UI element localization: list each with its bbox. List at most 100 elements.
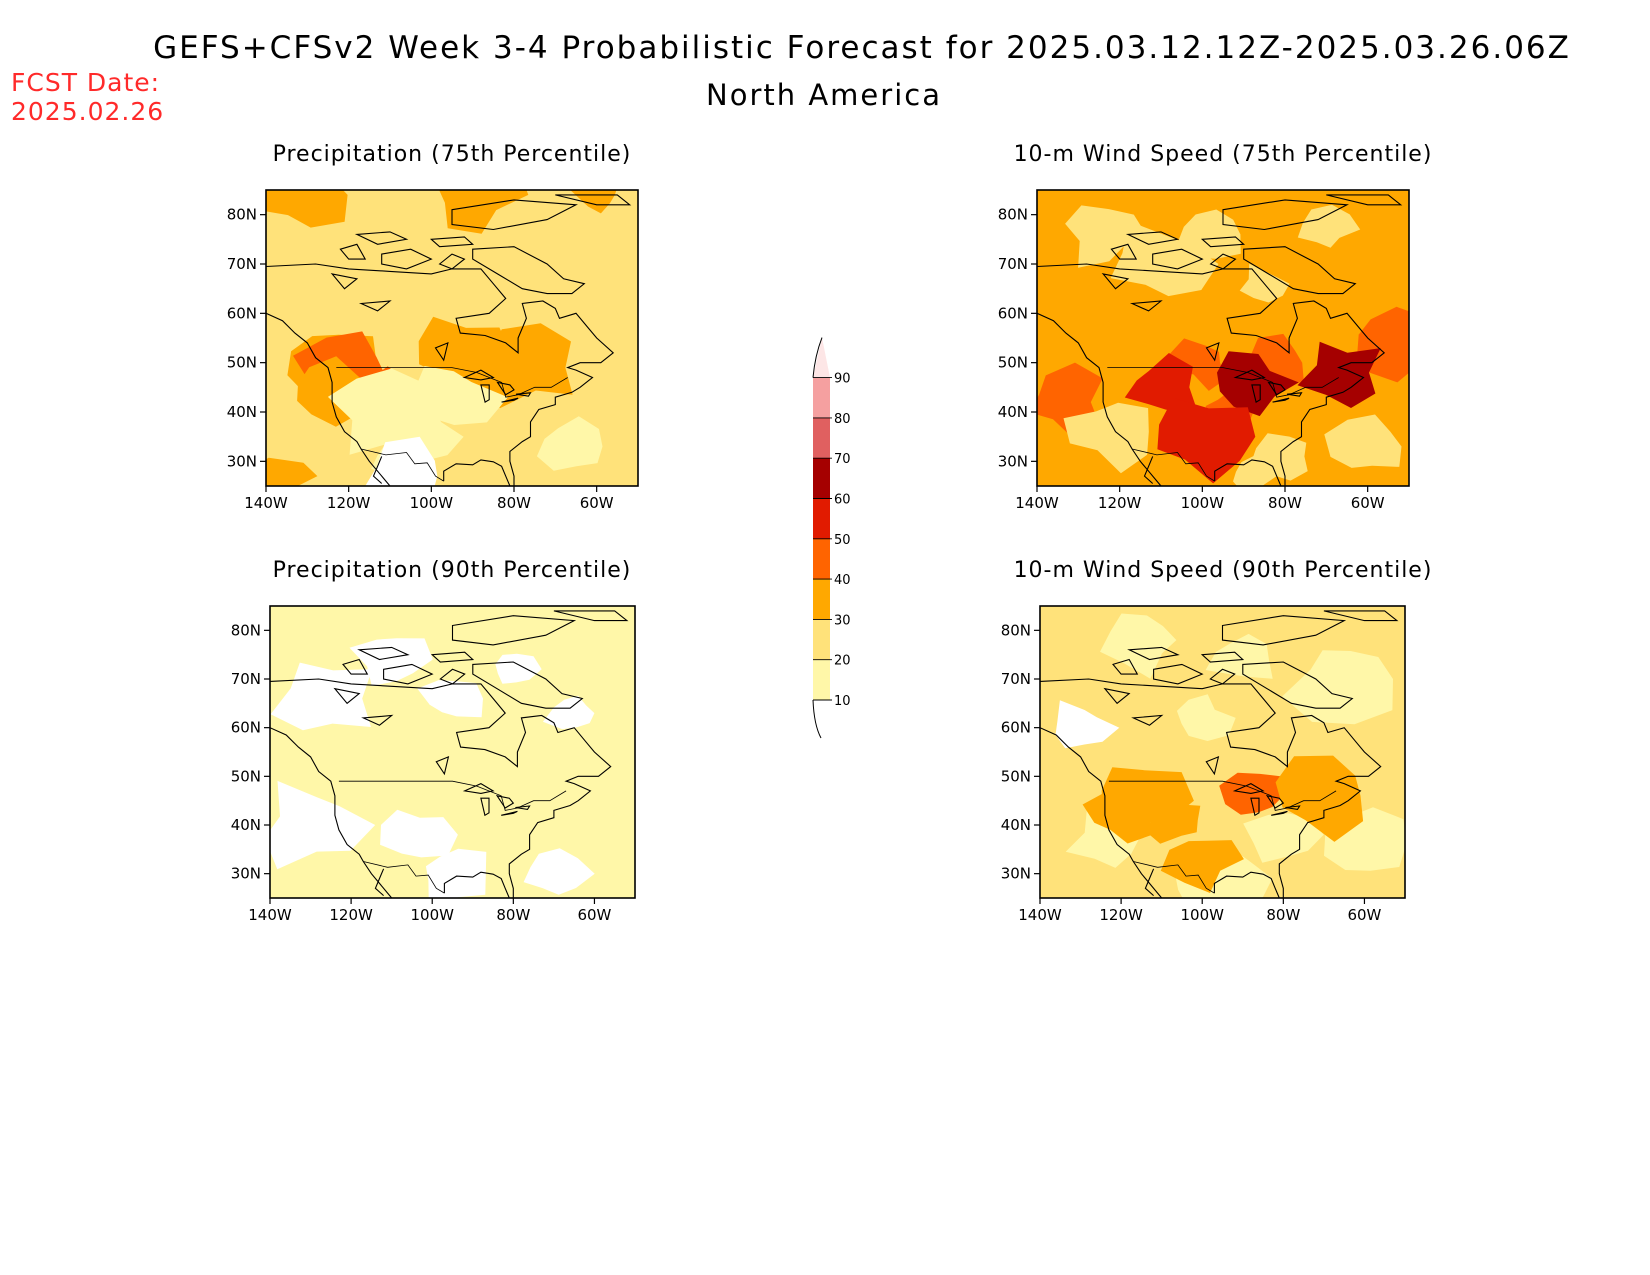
probability-patch	[270, 662, 373, 731]
probability-patch	[1233, 454, 1277, 486]
probability-patch	[1282, 650, 1393, 725]
colorbar: 10 20 30 40 50 60 70 80 90	[812, 337, 851, 739]
probability-field	[1040, 606, 1405, 898]
colorbar-label: 80	[834, 412, 851, 427]
probability-patch	[1297, 204, 1361, 248]
lon-tick-label: 100W	[1181, 494, 1225, 512]
lat-tick-label: 40N	[1001, 816, 1031, 834]
probability-field	[270, 606, 635, 898]
colorbar-label: 10	[834, 694, 851, 709]
lon-tick-label: 60W	[1347, 906, 1381, 924]
probability-patch	[570, 190, 617, 214]
map-panel: 30N 40N 50N 60N 70N 80N 140W 120W 100W 80W 60W	[231, 605, 636, 924]
forecast-date-label: FCST Date:	[11, 68, 161, 97]
colorbar-edge	[812, 337, 823, 378]
panel-title-wind-75: 10-m Wind Speed (75th Percentile)	[1013, 142, 1433, 167]
colorbar-label: 90	[834, 372, 851, 387]
colorbar-segment	[813, 579, 830, 620]
probability-patch	[536, 416, 603, 471]
lon-tick-label: 140W	[1018, 906, 1062, 924]
colorbar-lower-arrow	[813, 700, 830, 738]
lon-tick-label: 80W	[1268, 494, 1302, 512]
forecast-title: GEFS+CFSv2 Week 3-4 Probabilistic Foreca…	[153, 30, 1571, 66]
lon-tick-label: 120W	[1099, 906, 1143, 924]
probability-patch	[523, 848, 595, 895]
probability-patch	[1250, 433, 1308, 481]
lat-tick-label: 30N	[998, 452, 1028, 470]
probability-patch	[1324, 414, 1402, 468]
coastline	[270, 610, 629, 898]
lat-tick-label: 80N	[231, 621, 261, 639]
probability-patch	[1239, 263, 1290, 303]
lat-tick-label: 50N	[231, 767, 261, 785]
probability-patch	[1297, 341, 1381, 408]
lat-tick-label: 70N	[231, 670, 261, 688]
lat-tick-label: 30N	[1001, 865, 1031, 883]
panel-title-precip-90: Precipitation (90th Percentile)	[272, 558, 632, 583]
probability-patch	[1176, 694, 1236, 741]
probability-patch	[415, 366, 508, 425]
lat-tick-label: 40N	[998, 403, 1028, 421]
lon-tick-label: 140W	[1015, 494, 1059, 512]
probability-patch	[1143, 804, 1201, 844]
probability-patch	[266, 190, 348, 228]
map-frame	[1039, 605, 1406, 899]
lat-tick-label: 60N	[998, 304, 1028, 322]
probability-field	[1037, 190, 1409, 486]
lat-tick-label: 40N	[231, 816, 261, 834]
colorbar-segment	[813, 458, 830, 499]
probability-patch	[495, 653, 542, 684]
map-frame	[269, 605, 636, 899]
colorbar-segment	[813, 417, 830, 459]
lat-tick-label: 40N	[227, 403, 257, 421]
colorbar-segment	[813, 619, 830, 660]
lat-tick-label: 80N	[998, 206, 1028, 224]
lon-tick-label: 100W	[410, 906, 454, 924]
probability-patch	[1170, 338, 1227, 391]
forecast-date-value: 2025.02.26	[11, 97, 165, 126]
probability-patch	[365, 436, 438, 486]
probability-patch	[472, 770, 543, 811]
lon-tick-label: 80W	[1266, 906, 1300, 924]
probability-patch	[542, 695, 595, 730]
colorbar-edge	[812, 699, 822, 739]
lon-tick-label: 60W	[580, 494, 614, 512]
panel-title-precip-75: Precipitation (75th Percentile)	[272, 142, 632, 167]
lat-tick-label: 80N	[1001, 621, 1031, 639]
region-subtitle: North America	[706, 78, 942, 112]
lon-tick-label: 100W	[1180, 906, 1224, 924]
probability-patch	[1055, 700, 1120, 749]
map-frame	[265, 189, 639, 487]
coastline	[1037, 194, 1403, 486]
map-frame	[1036, 189, 1410, 487]
lon-tick-label: 120W	[329, 906, 373, 924]
probability-patch	[425, 848, 487, 898]
probability-field	[266, 190, 638, 486]
map-panel: 30N 40N 50N 60N 70N 80N 140W 120W 100W 80W 60W	[1001, 605, 1406, 924]
probability-patch	[1082, 790, 1152, 844]
probability-patch	[417, 680, 483, 718]
coastline	[1040, 610, 1399, 898]
lon-tick-label: 60W	[577, 906, 611, 924]
colorbar-label: 20	[834, 654, 851, 669]
probability-patch	[1110, 221, 1219, 297]
colorbar-segment	[813, 538, 830, 580]
colorbar-label: 30	[834, 613, 851, 628]
probability-patch	[1275, 755, 1364, 842]
lon-tick-label: 140W	[244, 494, 288, 512]
map-panel: 30N 40N 50N 60N 70N 80N 140W 120W 100W 80W 60W	[998, 189, 1410, 512]
panel-title-wind-90: 10-m Wind Speed (90th Percentile)	[1013, 558, 1433, 583]
probability-patch	[266, 457, 318, 486]
lon-tick-label: 60W	[1351, 494, 1385, 512]
lat-tick-label: 80N	[227, 206, 257, 224]
lat-tick-label: 70N	[998, 255, 1028, 273]
colorbar-segment	[813, 498, 830, 539]
lon-tick-label: 140W	[248, 906, 292, 924]
lat-tick-label: 50N	[1001, 767, 1031, 785]
probability-patch	[1100, 613, 1177, 679]
probability-patch	[380, 809, 458, 858]
colorbar-label: 40	[834, 573, 851, 588]
probability-patch	[1157, 397, 1256, 484]
lon-tick-label: 120W	[1098, 494, 1142, 512]
